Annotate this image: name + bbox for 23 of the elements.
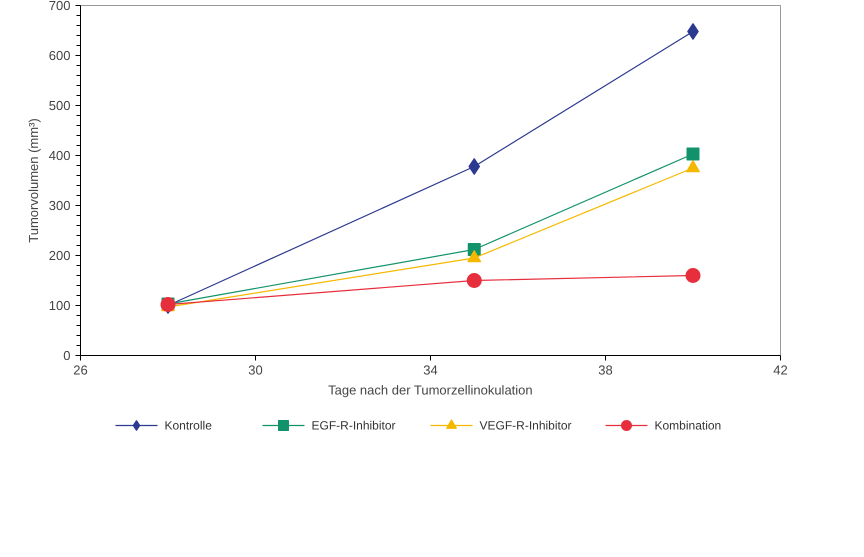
x-tick-label: 34 bbox=[423, 362, 438, 378]
legend-label: Kombination bbox=[654, 418, 722, 432]
y-tick-label: 600 bbox=[48, 48, 71, 63]
x-tick-label: 26 bbox=[73, 362, 88, 378]
point bbox=[466, 273, 482, 288]
x-tick-label: 38 bbox=[598, 362, 613, 378]
x-tick-label: 30 bbox=[248, 362, 263, 378]
y-tick-label: 400 bbox=[48, 148, 71, 163]
point bbox=[686, 148, 700, 160]
point bbox=[686, 268, 700, 283]
y-tick-label: 500 bbox=[48, 98, 71, 113]
legend-label: Kontrolle bbox=[164, 418, 212, 432]
y-axis-title: Tumorvolumen (mm³) bbox=[26, 118, 41, 243]
y-tick-label: 200 bbox=[48, 248, 71, 263]
y-tick-label: 100 bbox=[48, 298, 71, 313]
y-tick-label: 0 bbox=[63, 348, 71, 363]
x-tick-label: 42 bbox=[773, 362, 788, 378]
x-axis-title: Tage nach der Tumorzellinokulation bbox=[328, 382, 533, 398]
legend-label: VEGF-R-Inhibitor bbox=[480, 418, 572, 432]
y-tick-label: 300 bbox=[48, 198, 71, 213]
y-tick-label: 700 bbox=[48, 0, 71, 13]
legend-label: EGF-R-Inhibitor bbox=[312, 418, 396, 432]
point bbox=[468, 158, 480, 175]
